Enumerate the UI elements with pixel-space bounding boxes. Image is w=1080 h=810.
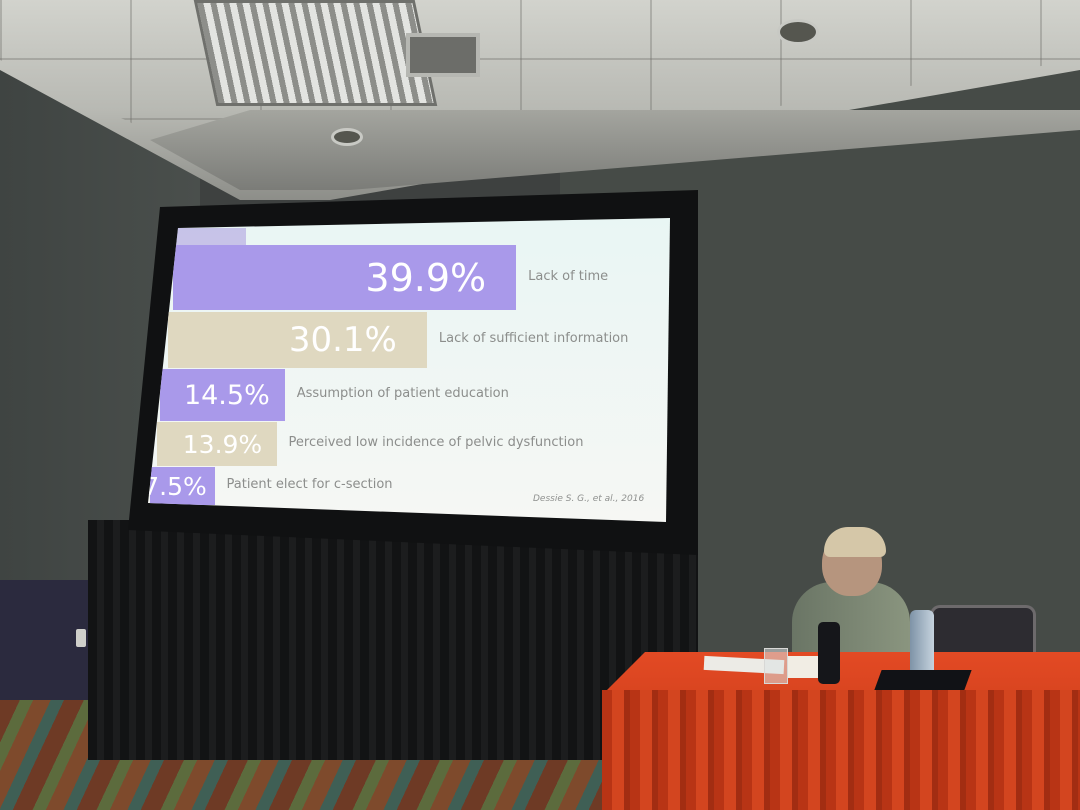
bar-value-label: 14.5% xyxy=(183,379,270,411)
wall-outlet xyxy=(76,629,86,647)
ceiling-spotlight xyxy=(331,128,363,146)
table-skirt xyxy=(602,690,1080,810)
bar-category-label: Lack of sufficient information xyxy=(438,331,629,346)
drinking-glass xyxy=(764,648,788,684)
bar-category-label: Lack of time xyxy=(528,268,609,284)
ceiling-spotlight xyxy=(777,19,819,45)
tissue-box xyxy=(788,656,820,678)
bar-value-label: 13.9% xyxy=(182,429,263,459)
bar-category-label: Perceived low incidence of pelvic dysfun… xyxy=(288,435,584,450)
bar-value-label: 30.1% xyxy=(288,320,397,360)
chart-bar: 30.1% xyxy=(168,312,427,368)
slide-citation: Dessie S. G., et al., 2016 xyxy=(533,494,645,504)
ceiling-light-panel xyxy=(193,0,438,106)
bar-value-label: 7.5% xyxy=(148,471,207,501)
ceiling-vent xyxy=(406,33,480,77)
laptop xyxy=(874,670,972,690)
thermos-bottle xyxy=(818,622,840,684)
chart-bar: 7.5% xyxy=(148,467,215,505)
screen-drape xyxy=(88,520,698,760)
presentation-slide: 39.9% Lack of time 30.1% Lack of sufficient… xyxy=(148,218,670,522)
chart-bar: 39.9% xyxy=(173,245,517,310)
bar-value-label: 39.9% xyxy=(365,255,487,300)
chart-bar: 14.5% xyxy=(160,369,285,421)
bar-category-label: Assumption of patient education xyxy=(296,386,509,401)
bar-category-label: Patient elect for c-section xyxy=(226,477,393,492)
presenter-hair xyxy=(824,527,886,557)
chart-bar: 13.9% xyxy=(157,422,277,466)
